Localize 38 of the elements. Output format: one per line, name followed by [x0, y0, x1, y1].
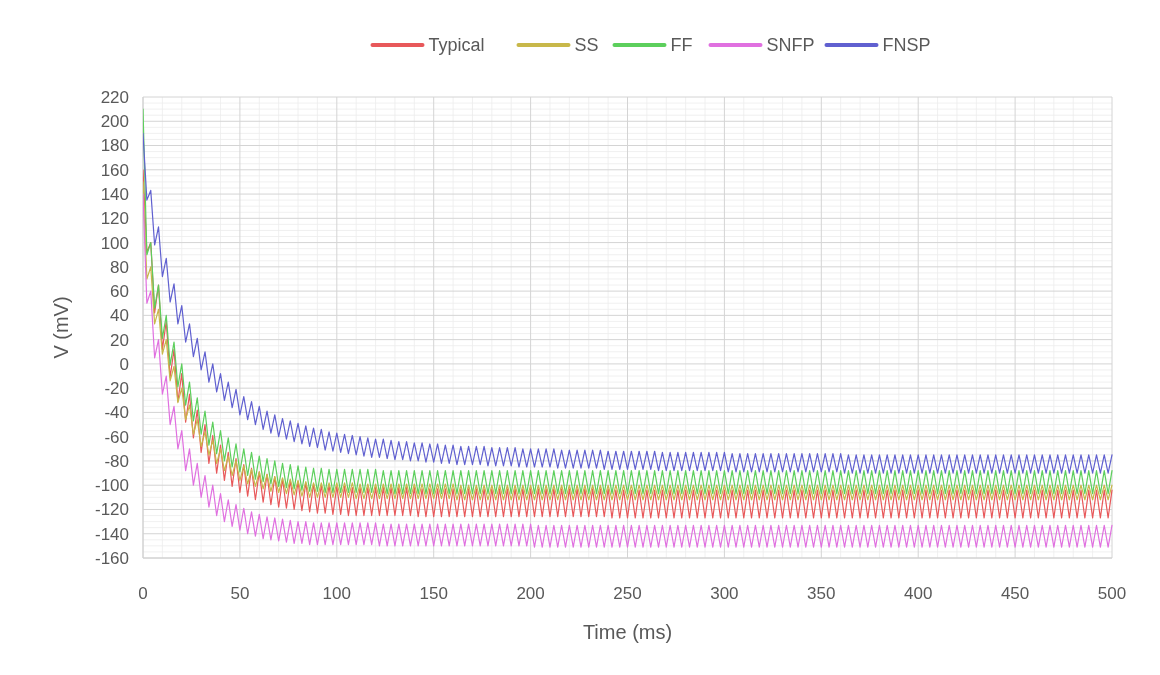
y-tick-label: 160	[100, 160, 129, 180]
y-tick-label: 0	[119, 354, 129, 374]
y-tick-label: 100	[100, 233, 129, 253]
y-tick-label: -140	[94, 524, 129, 544]
y-tick-label: -120	[94, 500, 129, 520]
x-tick-label: 500	[1097, 584, 1127, 603]
y-tick-label: -20	[104, 379, 129, 399]
legend-label: FF	[670, 35, 693, 56]
legend-label: Typical	[428, 35, 485, 56]
x-tick-label: 300	[710, 584, 739, 603]
y-tick-label: 140	[100, 185, 129, 204]
x-tick-label: 350	[807, 584, 836, 603]
x-axis-title: Time (ms)	[582, 621, 673, 643]
y-tick-label: 200	[100, 112, 129, 132]
y-tick-label: 80	[110, 257, 129, 277]
y-tick-label: 60	[110, 282, 129, 302]
y-tick-label: -60	[104, 427, 129, 447]
y-axis-title: V (mV)	[50, 296, 72, 359]
legend-label: SNFP	[766, 35, 815, 56]
x-tick-label: 450	[1000, 584, 1030, 603]
x-tick-label: 150	[419, 584, 448, 603]
y-tick-label: -80	[104, 451, 129, 471]
x-tick-label: 50	[230, 584, 250, 603]
x-tick-label: 200	[516, 584, 545, 603]
y-tick-label: 20	[110, 330, 129, 350]
legend-label: FNSP	[882, 35, 931, 56]
y-tick-label: -40	[104, 403, 129, 423]
y-tick-label: 180	[100, 136, 129, 156]
x-tick-label: 100	[322, 584, 351, 603]
legend-label: SS	[574, 35, 599, 56]
x-tick-label: 400	[904, 584, 933, 603]
y-tick-label: 120	[100, 209, 129, 229]
x-tick-label: 250	[613, 584, 642, 603]
y-tick-label: -160	[94, 548, 129, 568]
y-tick-label: 220	[100, 87, 129, 107]
x-tick-label: 0	[138, 584, 148, 603]
y-tick-label: -100	[94, 476, 129, 496]
y-tick-label: 40	[110, 306, 129, 326]
